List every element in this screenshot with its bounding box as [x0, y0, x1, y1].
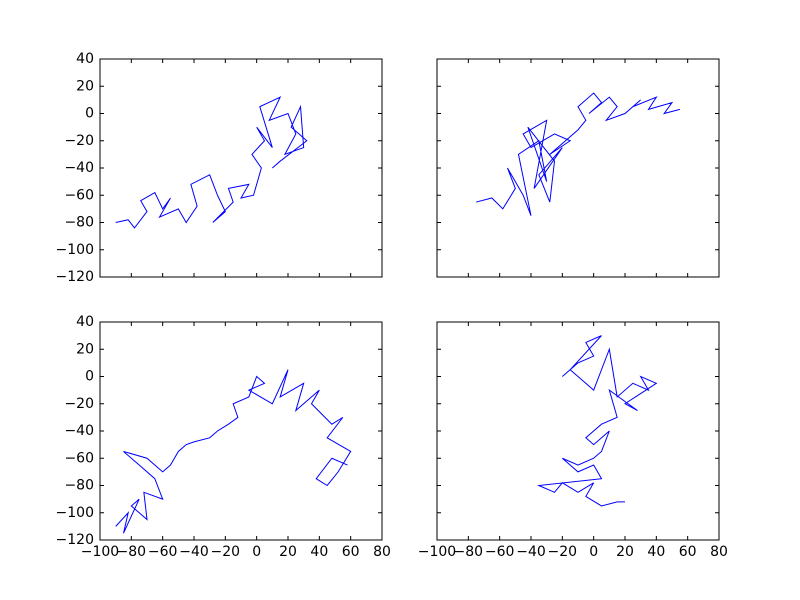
x-tick-label: 40	[310, 544, 328, 560]
y-tick-label: 40	[76, 51, 94, 67]
x-tick-label: 0	[252, 544, 261, 560]
axes-frame	[436, 58, 720, 278]
walk-line	[476, 92, 680, 216]
axes-background	[437, 59, 719, 277]
x-tick-label: −60	[485, 544, 515, 560]
x-tick-label: −40	[516, 544, 546, 560]
x-tick-label: 20	[279, 544, 297, 560]
y-tick-label: 20	[76, 341, 94, 357]
y-tick-label: −40	[64, 423, 94, 439]
y-tick-label: 0	[85, 106, 94, 122]
axes-frame	[99, 321, 383, 541]
axes-background	[437, 322, 719, 540]
x-tick-label: 60	[679, 544, 697, 560]
x-tick-label: 20	[616, 544, 634, 560]
y-tick-label: −120	[56, 269, 94, 285]
y-tick-label: −20	[64, 133, 94, 149]
x-tick-label: 40	[647, 544, 665, 560]
x-tick-label: −20	[548, 544, 578, 560]
y-tick-label: −60	[64, 187, 94, 203]
y-tick-label: −120	[56, 532, 94, 548]
x-tick-label: −20	[211, 544, 241, 560]
x-tick-label: −80	[454, 544, 484, 560]
axes-background	[100, 322, 382, 540]
y-tick-label: −60	[64, 450, 94, 466]
axes-frame	[436, 321, 720, 541]
x-tick-label: −100	[81, 544, 119, 560]
x-tick-label: −100	[418, 544, 456, 560]
walk-line	[536, 335, 658, 507]
y-tick-label: 40	[76, 314, 94, 330]
y-tick-label: −80	[64, 478, 94, 494]
y-tick-label: −40	[64, 160, 94, 176]
x-tick-label: 0	[589, 544, 598, 560]
walk-line	[115, 369, 352, 534]
x-tick-label: 80	[710, 544, 728, 560]
y-tick-label: −100	[56, 505, 94, 521]
y-tick-label: −100	[56, 242, 94, 258]
y-tick-label: −20	[64, 396, 94, 412]
y-tick-label: −80	[64, 215, 94, 231]
y-tick-label: 20	[76, 78, 94, 94]
x-tick-label: −60	[148, 544, 178, 560]
y-tick-label: 0	[85, 369, 94, 385]
walk-line	[115, 96, 308, 229]
axes-background	[100, 59, 382, 277]
axes-frame	[99, 58, 383, 278]
x-tick-label: −40	[179, 544, 209, 560]
x-tick-label: 60	[342, 544, 360, 560]
x-tick-label: −80	[117, 544, 147, 560]
x-tick-label: 80	[373, 544, 391, 560]
